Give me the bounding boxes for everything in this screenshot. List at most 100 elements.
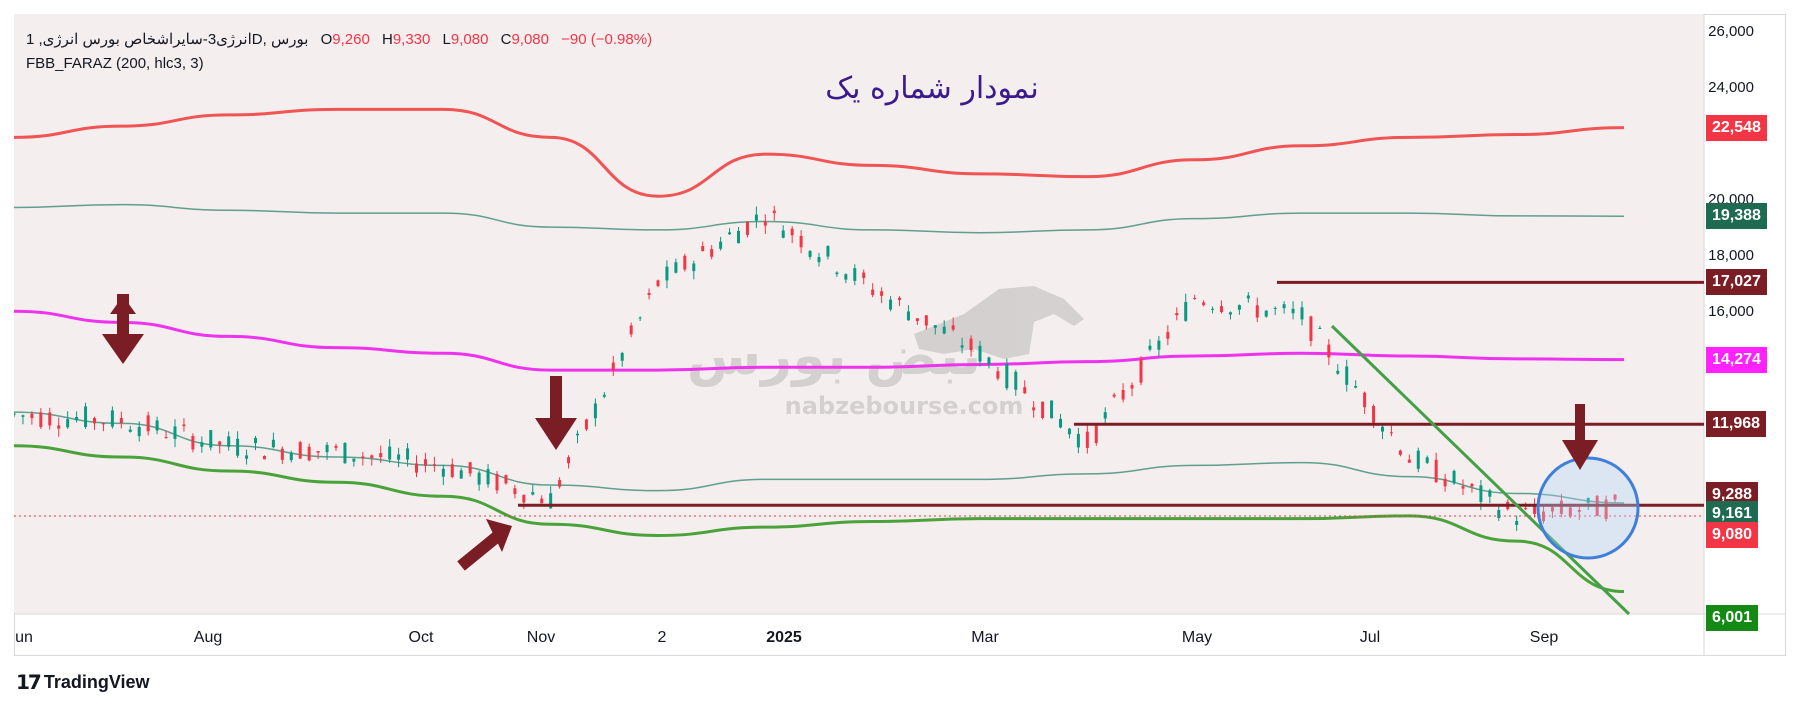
legend-low-key: L [442, 31, 451, 48]
candle-body [128, 429, 132, 432]
x-tick-label: May [1182, 629, 1212, 646]
candle-body [1568, 507, 1572, 517]
candle-body [298, 442, 302, 459]
candle-body [763, 221, 767, 226]
candle-body [1613, 494, 1617, 500]
candle-body [1139, 358, 1143, 383]
candle-body [280, 448, 284, 460]
candle-body [540, 498, 544, 504]
candle-body [271, 439, 275, 448]
candle-body [119, 417, 123, 424]
brand-footer[interactable]: 𝟭𝟳 TradingView [16, 670, 150, 695]
candle-body [227, 436, 231, 447]
candle-body [701, 246, 705, 252]
candle-body [1550, 507, 1554, 512]
candle-body [1094, 425, 1098, 444]
candle-body [1559, 500, 1563, 514]
candle-body [218, 441, 222, 446]
candle-body [209, 430, 213, 448]
candle-body [1157, 340, 1161, 350]
candle-body [1497, 509, 1501, 519]
candle-body [638, 317, 642, 319]
candle-body [1452, 470, 1456, 484]
candle-body [1202, 302, 1206, 306]
candle-body [826, 246, 830, 257]
candle-body [495, 473, 499, 491]
brand-name: TradingView [43, 672, 150, 692]
candle-body [611, 362, 615, 371]
candle-body [415, 463, 418, 473]
legend-row-symbol: انرژی3-سایراشخاص بورس انرژی, 1D, بورس O9… [26, 28, 652, 52]
candle-body [1515, 520, 1519, 525]
candle-body [388, 446, 392, 460]
candle-body [1220, 306, 1223, 313]
candle-body [1327, 344, 1331, 358]
candle-body [1291, 308, 1295, 314]
candle-body [307, 446, 311, 461]
candle-body [933, 325, 937, 328]
candle-body [1014, 371, 1018, 390]
candle-body [200, 442, 204, 447]
candle-body [1381, 426, 1384, 432]
candle-body [710, 249, 714, 257]
candle-body [1175, 313, 1179, 316]
candle-body [656, 280, 660, 287]
diagonal-arrow-oct [457, 519, 512, 571]
candle-body [772, 210, 776, 214]
candle-body [1524, 508, 1528, 510]
candle-body [93, 417, 96, 424]
candle-body [1542, 511, 1545, 522]
x-tick-label: Nov [527, 629, 555, 646]
upper-mid-band-line [14, 203, 1625, 234]
legend-close-value: 9,080 [511, 31, 549, 48]
y-tick-label: 18,000 [1708, 247, 1754, 264]
x-tick-label: Oct [409, 629, 434, 646]
candle-body [101, 423, 105, 425]
candle-body [262, 456, 266, 460]
candle-body [423, 459, 427, 466]
candle-body [352, 458, 356, 462]
candle-body [406, 448, 410, 460]
candle-body [969, 338, 973, 351]
candle-body [66, 419, 70, 428]
price-tag: 9,080 [1706, 521, 1759, 548]
candle-body [665, 266, 669, 281]
candle-body [942, 326, 946, 334]
candle-body [754, 214, 758, 221]
candle-body [683, 255, 687, 270]
x-tick-label: Aug [194, 629, 222, 646]
tradingview-logo-icon: 𝟭𝟳 [16, 672, 42, 694]
candle-body [1193, 297, 1197, 299]
candle-body [692, 263, 696, 272]
legend-symbol[interactable]: انرژی3-سایراشخاص بورس انرژی, 1D, بورس [26, 31, 309, 48]
price-chart[interactable]: نبض بورس nabzebourse.com نمودار شماره یک… [14, 14, 1786, 656]
legend-high-key: H [381, 31, 393, 48]
chart-annotation-title: نمودار شماره یک [825, 71, 1038, 106]
candle-body [1604, 499, 1608, 519]
candle-body [245, 455, 249, 459]
candle-body [21, 415, 25, 417]
candle-body [1184, 302, 1188, 321]
candle-body [1586, 497, 1590, 503]
candle-body [441, 468, 445, 477]
candle-body [182, 424, 186, 427]
x-tick-label: Mar [971, 629, 999, 646]
candle-body [1533, 505, 1537, 514]
candle-body [1273, 307, 1277, 309]
candle-body [906, 311, 910, 321]
candle-body [1577, 509, 1581, 512]
candle-body [1309, 316, 1313, 341]
descending-trendline [1330, 324, 1631, 616]
candle-body [450, 464, 454, 477]
candle-body [316, 451, 320, 453]
candle-body [39, 412, 43, 428]
candle-body [951, 325, 955, 330]
candle-body [620, 352, 624, 361]
candle-body [1470, 483, 1474, 487]
price-tag: 11,968 [1706, 411, 1767, 438]
candle-body [254, 437, 257, 444]
legend-indicator[interactable]: FBB_FARAZ (200, hlc3, 3) [26, 55, 204, 72]
candle-body [647, 292, 651, 296]
candle-body [960, 345, 964, 348]
legend-open-value: 9,260 [332, 31, 370, 48]
